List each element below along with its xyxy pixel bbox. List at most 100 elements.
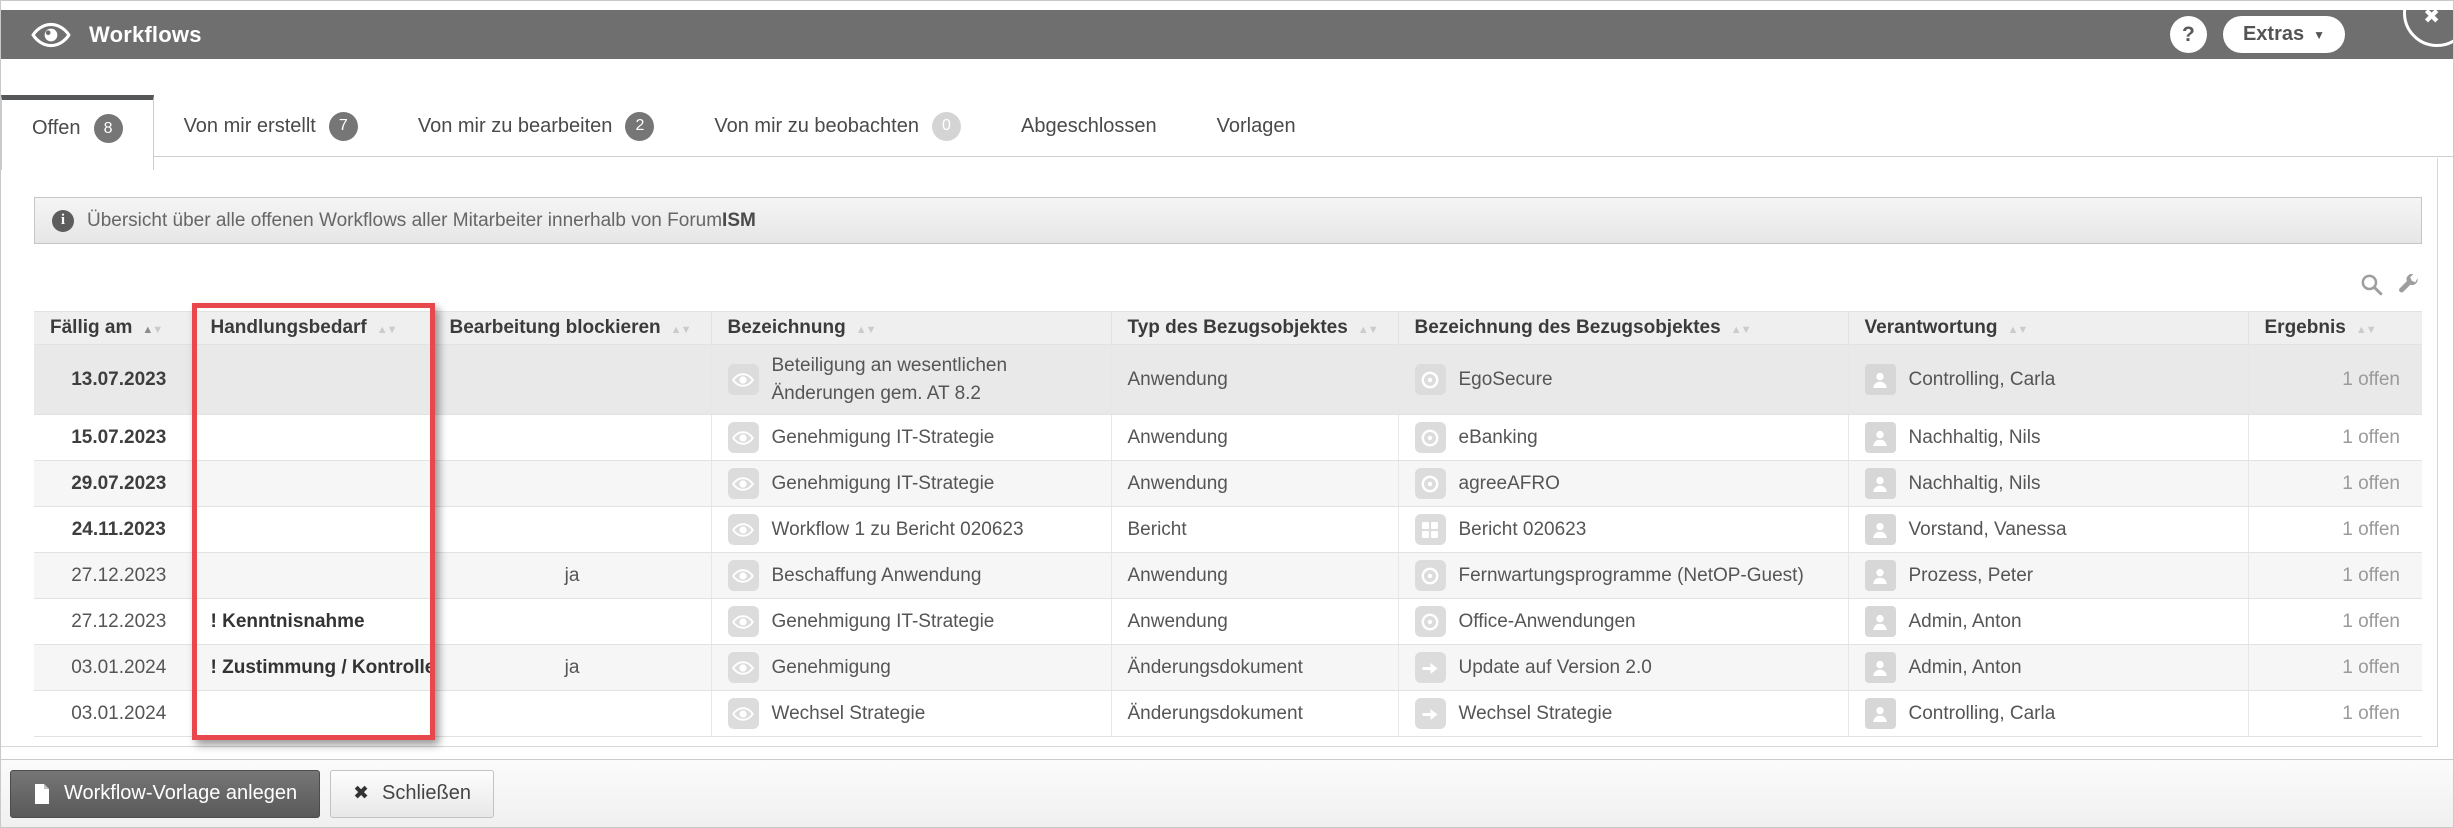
table-row[interactable]: 24.11.2023 Workflow 1 zu Bericht 020623 Be… xyxy=(34,506,2422,553)
table-header-row: Fällig am ▲▼ Handlungsbedarf ▲▼ Bearbeitung … xyxy=(34,311,2422,345)
column-header-fällig-am[interactable]: Fällig am ▲▼ xyxy=(34,311,195,345)
cell-bezugsobjekt: Fernwartungsprogramme (NetOP-Guest) xyxy=(1398,552,1849,599)
help-label: ? xyxy=(2182,22,2195,46)
cell-faellig-am: 29.07.2023 xyxy=(34,460,195,507)
workflow-name-cell[interactable]: Wechsel Strategie xyxy=(727,698,1105,729)
create-workflow-template-button[interactable]: Workflow-Vorlage anlegen xyxy=(10,769,321,818)
responsible-name: Nachhaltig, Nils xyxy=(1908,472,2041,494)
workflow-name-cell[interactable]: Genehmigung IT-Strategie xyxy=(727,422,1105,453)
reference-object-cell[interactable]: Update auf Version 2.0 xyxy=(1414,652,1842,683)
tab-offen[interactable]: Offen 8 xyxy=(1,95,154,170)
due-date: 13.07.2023 xyxy=(71,368,167,390)
reference-object-cell[interactable]: EgoSecure xyxy=(1414,364,1842,395)
reference-object-cell[interactable]: Fernwartungsprogramme (NetOP-Guest) xyxy=(1414,560,1842,591)
tab-vorlagen[interactable]: Vorlagen xyxy=(1187,95,1326,157)
column-header-bezeichnung-des-bezugsobjektes[interactable]: Bezeichnung des Bezugsobjektes ▲▼ xyxy=(1398,311,1849,345)
cell-typ: Änderungsdokument xyxy=(1111,644,1399,691)
sort-icons[interactable]: ▲▼ xyxy=(1730,324,1752,336)
responsible-cell[interactable]: Admin, Anton xyxy=(1864,606,2242,637)
info-bar: i Übersicht über alle offenen Workflows … xyxy=(34,197,2422,244)
anwendung-icon xyxy=(1414,422,1446,453)
workflow-name-cell[interactable]: Genehmigung IT-Strategie xyxy=(727,468,1105,499)
extras-button[interactable]: Extras ▼ xyxy=(2222,16,2345,53)
cell-handlungsbedarf xyxy=(194,506,434,553)
table-row[interactable]: 03.01.2024 Wechsel Strategie Änderungsdoku… xyxy=(34,690,2422,737)
sort-icons[interactable]: ▲▼ xyxy=(1357,324,1379,336)
reference-object-cell[interactable]: Bericht 020623 xyxy=(1414,514,1842,545)
reference-object-cell[interactable]: Wechsel Strategie xyxy=(1414,698,1842,729)
cell-handlungsbedarf xyxy=(194,344,434,415)
sort-icons[interactable]: ▲▼ xyxy=(670,324,692,336)
cell-verantwortung: Admin, Anton xyxy=(1848,644,2249,691)
reference-object-cell[interactable]: Office-Anwendungen xyxy=(1414,606,1842,637)
reference-object-cell[interactable]: agreeAFRO xyxy=(1414,468,1842,499)
cell-verantwortung: Admin, Anton xyxy=(1848,598,2249,645)
tab-von-mir-zu-beobachten[interactable]: Von mir zu beobachten 0 xyxy=(684,95,991,157)
extras-label: Extras xyxy=(2242,23,2305,45)
sort-icons[interactable]: ▲▼ xyxy=(2007,324,2029,336)
table-row[interactable]: 03.01.2024 ! Zustimmung / Kontrolle ja Gene… xyxy=(34,644,2422,691)
responsible-cell[interactable]: Admin, Anton xyxy=(1864,652,2242,683)
table-row[interactable]: 27.12.2023 ! Kenntnisnahme Genehmigung IT-… xyxy=(34,598,2422,645)
column-header-ergebnis[interactable]: Ergebnis ▲▼ xyxy=(2248,311,2422,345)
search-icon[interactable] xyxy=(2359,272,2384,297)
responsible-cell[interactable]: Nachhaltig, Nils xyxy=(1864,468,2242,499)
info-text: Übersicht über alle offenen Workflows al… xyxy=(87,209,756,231)
reference-object-name: Bericht 020623 xyxy=(1458,518,1587,540)
workflow-name: Beschaffung Anwendung xyxy=(771,564,982,586)
tab-von-mir-erstellt[interactable]: Von mir erstellt 7 xyxy=(154,95,388,157)
responsible-name: Controlling, Carla xyxy=(1908,702,2056,724)
tab-von-mir-zu-bearbeiten[interactable]: Von mir zu bearbeiten 2 xyxy=(388,95,685,157)
sort-icons[interactable]: ▲▼ xyxy=(376,324,398,336)
close-button[interactable]: ✖ Schließen xyxy=(330,769,494,818)
reference-object-name: eBanking xyxy=(1458,426,1538,448)
responsible-cell[interactable]: Controlling, Carla xyxy=(1864,698,2242,729)
wrench-icon[interactable] xyxy=(2395,272,2420,297)
responsible-cell[interactable]: Controlling, Carla xyxy=(1864,364,2242,395)
sort-icons[interactable]: ▲▼ xyxy=(2355,324,2377,336)
table-row[interactable]: 13.07.2023 Beteiligung an wesentlichen Än… xyxy=(34,344,2422,415)
column-header-bezeichnung[interactable]: Bezeichnung ▲▼ xyxy=(711,311,1112,345)
cell-ergebnis: 1 offen xyxy=(2248,690,2422,737)
person-icon xyxy=(1864,560,1896,591)
cell-typ: Anwendung xyxy=(1111,344,1399,415)
column-header-handlungsbedarf[interactable]: Handlungsbedarf ▲▼ xyxy=(194,311,434,345)
sort-icons[interactable]: ▲▼ xyxy=(142,324,163,336)
sort-icons[interactable]: ▲▼ xyxy=(855,324,877,336)
cell-bearbeitung-blockieren xyxy=(433,344,712,415)
cell-typ: Anwendung xyxy=(1111,552,1399,599)
due-date: 03.01.2024 xyxy=(71,656,167,678)
workflow-name-cell[interactable]: Genehmigung xyxy=(727,652,1105,683)
table-row[interactable]: 15.07.2023 Genehmigung IT-Strategie Anwend… xyxy=(34,414,2422,461)
column-header-verantwortung[interactable]: Verantwortung ▲▼ xyxy=(1848,311,2249,345)
table-row[interactable]: 27.12.2023 ja Beschaffung Anwendung Anwendu… xyxy=(34,552,2422,599)
cell-bezeichnung: Beschaffung Anwendung xyxy=(711,552,1112,599)
cell-ergebnis: 1 offen xyxy=(2248,414,2422,461)
reference-object-name: EgoSecure xyxy=(1458,368,1553,390)
help-button[interactable]: ? xyxy=(2169,16,2207,53)
tab-label: Vorlagen xyxy=(1216,114,1296,137)
workflow-name-cell[interactable]: Beteiligung an wesentlichen Änderungen g… xyxy=(727,352,1105,407)
workflow-icon xyxy=(727,422,759,453)
responsible-name: Admin, Anton xyxy=(1908,656,2022,678)
reference-object-cell[interactable]: eBanking xyxy=(1414,422,1842,453)
close-icon[interactable]: ✖ xyxy=(2423,6,2440,28)
cell-bearbeitung-blockieren xyxy=(433,506,712,553)
workflow-name-cell[interactable]: Genehmigung IT-Strategie xyxy=(727,606,1105,637)
column-header-typ-des-bezugsobjektes[interactable]: Typ des Bezugsobjektes ▲▼ xyxy=(1111,311,1399,345)
workflow-name-cell[interactable]: Beschaffung Anwendung xyxy=(727,560,1105,591)
responsible-cell[interactable]: Prozess, Peter xyxy=(1864,560,2242,591)
anwendung-icon xyxy=(1414,606,1446,637)
responsible-cell[interactable]: Vorstand, Vanessa xyxy=(1864,514,2242,545)
window-close-button[interactable] xyxy=(2403,1,2453,47)
info-text-bold: ISM xyxy=(722,209,756,231)
cell-bezugsobjekt: EgoSecure xyxy=(1398,344,1849,415)
table-row[interactable]: 29.07.2023 Genehmigung IT-Strategie Anwend… xyxy=(34,460,2422,507)
responsible-cell[interactable]: Nachhaltig, Nils xyxy=(1864,422,2242,453)
workflow-name-cell[interactable]: Workflow 1 zu Bericht 020623 xyxy=(727,514,1105,545)
cell-bezugsobjekt: Bericht 020623 xyxy=(1398,506,1849,553)
cell-handlungsbedarf: ! Zustimmung / Kontrolle xyxy=(194,644,434,691)
column-header-bearbeitung-blockieren[interactable]: Bearbeitung blockieren ▲▼ xyxy=(433,311,712,345)
tab-abgeschlossen[interactable]: Abgeschlossen xyxy=(991,95,1187,157)
